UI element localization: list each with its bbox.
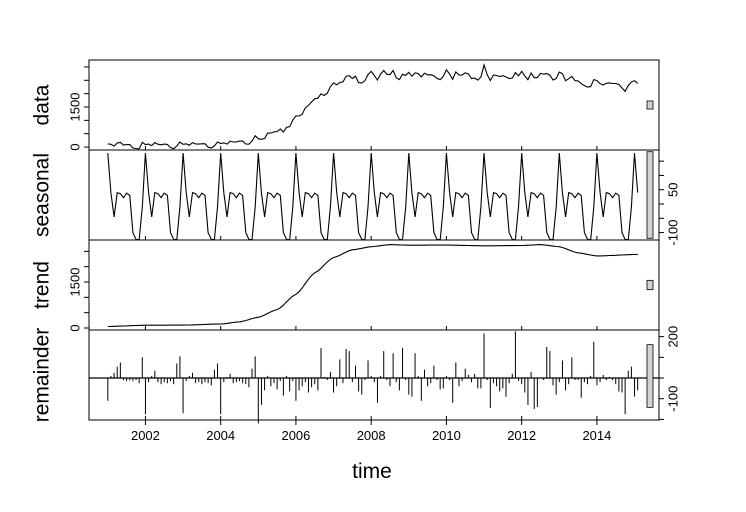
- y-tick-label: 1500: [68, 268, 83, 297]
- y-tick-label: 0: [68, 143, 83, 150]
- x-axis-title: time: [352, 460, 392, 483]
- y-tick-label: 50: [666, 182, 681, 196]
- y-tick-label: -100: [666, 386, 681, 412]
- y-tick-label: 1500: [68, 93, 83, 122]
- x-tick-label: 2006: [281, 428, 310, 443]
- panel-trend: 0 1500 trend: [31, 239, 660, 332]
- seasonal-series-line: [107, 153, 639, 241]
- scale-bar: [646, 151, 654, 239]
- x-tick-label: 2008: [357, 428, 386, 443]
- x-tick-label: 2012: [507, 428, 536, 443]
- panel-frame: [88, 329, 660, 421]
- x-tick-label: 2002: [131, 428, 160, 443]
- scale-bar: [646, 344, 654, 408]
- y-axis-title-remainder: remainder: [31, 328, 54, 423]
- panel-frame: [88, 239, 660, 331]
- panel-remainder: -100 200 remainder: [31, 326, 681, 424]
- y-tick-label: 200: [666, 326, 681, 348]
- y-axis-title-seasonal: seasonal: [31, 153, 54, 237]
- x-tick-label: 2010: [432, 428, 461, 443]
- panel-data: 0 1500 data: [31, 59, 660, 151]
- scale-bar: [646, 100, 654, 110]
- y-axis-title-data: data: [31, 84, 54, 125]
- x-tick-label: 2014: [582, 428, 611, 443]
- scale-bar: [646, 279, 654, 291]
- trend-series-line: [107, 244, 638, 328]
- y-tick-label: 0: [68, 324, 83, 331]
- x-tick-label: 2004: [206, 428, 235, 443]
- panel-frame: [88, 59, 660, 151]
- x-axis: 2002 2004 2006 2008 2010 2012 2014: [131, 420, 611, 443]
- panel-seasonal: -100 50 seasonal: [31, 149, 681, 246]
- y-axis-title-trend: trend: [31, 261, 54, 309]
- y-tick-label: -100: [666, 220, 681, 246]
- data-series-line: [107, 63, 639, 150]
